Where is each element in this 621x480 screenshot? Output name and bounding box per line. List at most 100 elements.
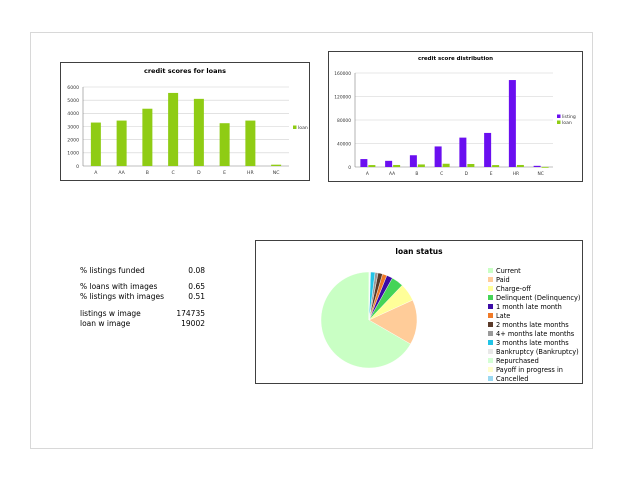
legend-label: Charge-off: [496, 285, 531, 293]
bar-listing-NC: [533, 165, 541, 167]
bar-loan-D: [193, 98, 204, 166]
bar-listing-B: [409, 155, 417, 167]
x-tick-label: A: [94, 170, 98, 176]
x-tick-label: B: [146, 170, 149, 176]
legend-label: Late: [496, 312, 511, 320]
stat-label: loan w image: [80, 319, 131, 328]
y-tick-label: 4000: [67, 111, 79, 117]
legend-label: Current: [496, 267, 521, 275]
x-tick-label: C: [172, 170, 175, 176]
legend-item: Current: [488, 267, 580, 276]
legend-label: 4+ months late months: [496, 330, 575, 338]
legend-item: Charge-off: [488, 285, 580, 294]
loan-status-chart-panel: loan status: [255, 240, 583, 384]
legend-label: listing: [562, 114, 576, 120]
legend-label: 3 months late months: [496, 339, 569, 347]
legend-swatch: [488, 295, 493, 300]
stat-listings-w-image: listings w image 174735: [80, 309, 210, 319]
legend-label: Paid: [496, 276, 510, 284]
credit-score-distribution-panel: credit score distribution 160000 120000 80…: [328, 51, 583, 182]
legend-item: 1 month late month: [488, 303, 580, 312]
bar-loan-AA: [393, 164, 401, 167]
x-tick-label: HR: [513, 171, 519, 177]
x-tick-label: AA: [389, 171, 395, 177]
legend-item: Delinquent (Delinquency): [488, 294, 581, 303]
bar-loan-HR: [245, 120, 256, 166]
legend-item: Bankruptcy (Bankruptcy): [488, 348, 580, 357]
stat-value: 0.08: [188, 266, 205, 275]
bar-loan-B: [417, 164, 425, 167]
x-tick-label: NC: [273, 170, 280, 176]
legend-label: Bankruptcy (Bankruptcy): [496, 348, 579, 356]
y-tick-label: 6000: [67, 85, 79, 91]
stat-loans-with-images: % loans with images 0.65: [80, 282, 210, 292]
bar-listing-HR: [508, 80, 516, 167]
bar-loan-HR: [516, 164, 524, 167]
legend-label: loan: [298, 125, 308, 131]
legend-swatch: [488, 331, 493, 336]
stat-label: listings w image: [80, 309, 141, 318]
pie-slice: [320, 271, 411, 369]
legend-label: Cancelled: [496, 375, 529, 383]
legend-item: Paid: [488, 276, 580, 285]
chart-title: credit scores for loans: [144, 67, 226, 75]
x-tick-label: E: [223, 170, 226, 176]
legend-swatch: [488, 322, 493, 327]
y-tick-label: 0: [76, 164, 79, 170]
legend-label: Payoff in progress in: [496, 366, 563, 374]
legend-swatch: [488, 286, 493, 291]
legend-label: loan: [562, 120, 572, 126]
chart-title: loan status: [395, 247, 443, 256]
loan-status-pie-chart: [320, 271, 418, 369]
x-tick-label: A: [366, 171, 369, 177]
stats-block: % listings funded 0.08 % loans with imag…: [80, 266, 210, 329]
bar-loan-A: [368, 165, 376, 167]
x-tick-label: B: [415, 171, 418, 177]
stat-loan-w-image: loan w image 19002: [80, 319, 210, 329]
legend-label: Repurchased: [496, 357, 539, 365]
legend-swatch: [488, 340, 493, 345]
y-tick-label: 2000: [67, 137, 79, 143]
stat-listings-with-images: % listings with images 0.51: [80, 292, 210, 302]
legend-item: Repurchased: [488, 357, 580, 366]
x-tick-label: D: [197, 170, 201, 176]
legend-label: Delinquent (Delinquency): [496, 294, 581, 302]
legend-swatch: [488, 376, 493, 381]
legend-label: 1 month late month: [496, 303, 562, 311]
y-tick-label: 5000: [67, 98, 79, 104]
y-tick-label: 40000: [337, 141, 351, 147]
bar-listing-C: [434, 146, 442, 167]
stat-value: 0.51: [188, 292, 205, 301]
y-tick-label: 1000: [67, 151, 79, 157]
legend-item: Late: [488, 312, 580, 321]
legend-swatch: [557, 114, 561, 118]
y-tick-label: 120000: [334, 94, 351, 100]
chart-title: credit score distribution: [417, 56, 494, 62]
bar-loan-NC: [541, 166, 549, 168]
stat-listings-funded: % listings funded 0.08: [80, 266, 210, 276]
legend-item: 3 months late months: [488, 339, 580, 348]
legend-swatch: [488, 277, 493, 282]
y-tick-label: 3000: [67, 124, 79, 130]
x-tick-label: NC: [537, 171, 543, 177]
stat-label: % listings funded: [80, 266, 145, 275]
pie-legend: Current Paid Charge-off Delinquent (Delinqu…: [488, 267, 581, 384]
legend-swatch: [488, 367, 493, 372]
stat-value: 174735: [176, 309, 205, 318]
bar-listing-E: [484, 132, 492, 167]
y-tick-label: 0: [348, 165, 351, 171]
bar-listing-D: [459, 137, 467, 167]
legend-swatch: [488, 268, 493, 273]
stat-label: % loans with images: [80, 282, 158, 291]
bar-loan-A: [90, 122, 101, 166]
stat-label: % listings with images: [80, 292, 164, 301]
x-tick-label: D: [465, 171, 469, 177]
x-tick-label: HR: [247, 170, 254, 176]
y-tick-label: 80000: [337, 118, 351, 124]
legend-item: 2 months late months: [488, 321, 580, 330]
x-tick-label: AA: [118, 170, 125, 176]
legend-swatch: [488, 358, 493, 363]
legend-item: Cancelled: [488, 375, 580, 384]
stat-value: 0.65: [188, 282, 205, 291]
